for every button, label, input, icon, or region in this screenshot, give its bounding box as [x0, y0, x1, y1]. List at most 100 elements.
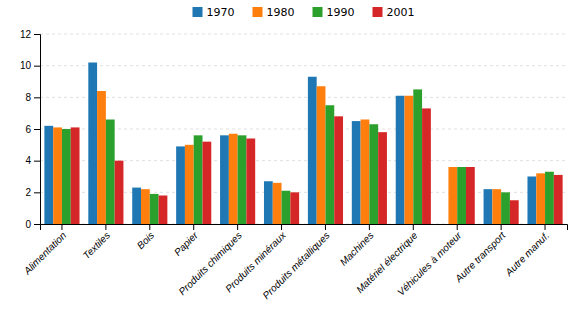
- y-tick-mark: [34, 97, 40, 98]
- bar: [554, 175, 563, 224]
- bar-series: [62, 89, 554, 224]
- x-tick-label: Autre manuf.: [502, 230, 551, 279]
- x-tick-label: Alimentation: [21, 229, 69, 277]
- bar: [273, 183, 282, 224]
- bar: [484, 189, 493, 224]
- y-tick: 8: [25, 92, 40, 103]
- bar: [62, 129, 71, 224]
- y-tick: 2: [25, 187, 40, 198]
- grid-line: [40, 65, 567, 66]
- bar: [106, 120, 115, 225]
- x-tick-mark: [105, 224, 106, 230]
- x-axis: AlimentationTextilesBoisPapierProduits c…: [21, 224, 568, 301]
- bar: [378, 132, 387, 224]
- x-tick-mark: [501, 224, 502, 230]
- x-tick-label: Papier: [172, 229, 201, 258]
- legend-item: 1970: [193, 6, 235, 19]
- x-tick-mark: [237, 224, 238, 230]
- bar: [527, 177, 536, 225]
- bar: [53, 127, 62, 224]
- bar: [159, 196, 168, 225]
- y-tick-label: 4: [25, 155, 31, 166]
- legend-swatch: [253, 7, 263, 17]
- bar: [405, 96, 414, 224]
- y-tick-mark: [34, 224, 40, 225]
- x-tick-mark: [61, 224, 62, 230]
- legend-item: 1980: [253, 6, 295, 19]
- chart: 024681012AlimentationTextilesBoisPapierP…: [0, 0, 579, 312]
- bar: [457, 167, 466, 224]
- legend-swatch: [313, 7, 323, 17]
- bar: [369, 124, 378, 224]
- x-axis-line: [41, 225, 568, 231]
- legend: 1970 1980 1990 2001: [193, 6, 415, 19]
- bar-series: [44, 63, 536, 225]
- x-tick-mark: [149, 224, 150, 230]
- bar: [44, 126, 53, 224]
- bar: [396, 96, 405, 224]
- legend-label: 1970: [207, 6, 235, 19]
- y-tick: 10: [20, 60, 40, 71]
- bar: [141, 189, 150, 224]
- bar: [88, 63, 97, 225]
- bar: [202, 142, 211, 224]
- bar: [238, 135, 247, 224]
- legend-item: 2001: [373, 6, 415, 19]
- bar: [194, 135, 203, 224]
- bar: [282, 191, 291, 224]
- bar: [536, 173, 545, 224]
- bar: [246, 139, 255, 225]
- x-tick-label: Produits métalliques: [260, 230, 331, 301]
- bar: [492, 189, 501, 224]
- bar: [413, 89, 422, 224]
- bar: [115, 161, 124, 224]
- y-tick-label: 6: [25, 124, 31, 135]
- legend-label: 1990: [327, 6, 355, 19]
- bar: [501, 192, 510, 224]
- y-tick-mark: [34, 161, 40, 162]
- plot: 024681012AlimentationTextilesBoisPapierP…: [20, 29, 568, 301]
- bar: [317, 86, 326, 224]
- x-tick: Autre manuf.: [502, 224, 551, 279]
- x-tick-mark: [193, 224, 194, 230]
- x-tick-mark: [325, 224, 326, 230]
- y-tick: 6: [25, 124, 40, 135]
- y-tick-mark: [34, 192, 40, 193]
- bar: [229, 134, 238, 224]
- legend-swatch: [193, 7, 203, 17]
- bar: [185, 145, 194, 224]
- grid: [40, 34, 567, 224]
- x-tick-label: Véhicules à moteur: [395, 229, 464, 298]
- x-tick-mark: [457, 224, 458, 230]
- x-tick: Papier: [172, 224, 201, 258]
- x-tick-label: Textiles: [81, 230, 112, 261]
- legend-label: 2001: [387, 6, 415, 19]
- bar-series: [71, 108, 563, 224]
- bar: [325, 105, 334, 224]
- y-tick-label: 0: [25, 219, 31, 230]
- bar: [510, 200, 519, 224]
- grid-line: [40, 97, 567, 98]
- x-tick: Produits métalliques: [260, 224, 331, 301]
- y-tick: 0: [25, 219, 40, 230]
- x-tick-mark: [545, 224, 546, 230]
- bar: [361, 120, 370, 225]
- y-tick-mark: [34, 129, 40, 130]
- y-tick-label: 2: [25, 187, 31, 198]
- bar: [466, 167, 475, 224]
- legend-item: 1990: [313, 6, 355, 19]
- y-tick-label: 10: [20, 60, 32, 71]
- legend-label: 1980: [267, 6, 295, 19]
- bar: [71, 127, 80, 224]
- bar: [308, 77, 317, 224]
- x-tick: Machines: [338, 224, 376, 268]
- y-axis-line: [34, 35, 41, 225]
- bar: [264, 181, 273, 224]
- legend-swatch: [373, 7, 383, 17]
- bar: [545, 172, 554, 224]
- bars: [44, 63, 562, 225]
- bar: [422, 108, 431, 224]
- bar-series: [53, 86, 545, 224]
- y-tick-label: 8: [25, 92, 31, 103]
- bar: [290, 192, 299, 224]
